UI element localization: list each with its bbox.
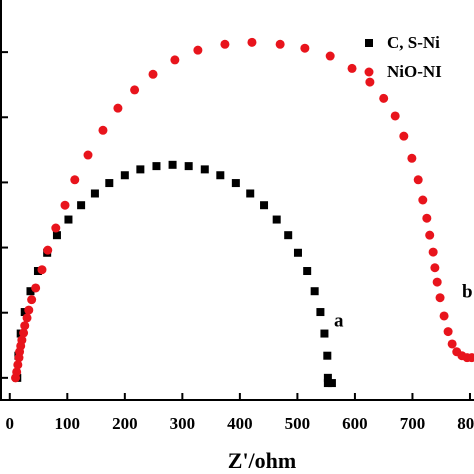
point [83, 150, 93, 160]
point [37, 265, 47, 275]
point [12, 367, 22, 377]
x-tick-label: 0 [6, 414, 15, 433]
point [323, 379, 332, 388]
point [231, 179, 240, 188]
x-tick-label: 800 [457, 414, 474, 433]
x-tick-label: 600 [342, 414, 368, 433]
point [407, 153, 417, 163]
point [152, 162, 161, 171]
x-tick-label: 200 [112, 414, 138, 433]
legend-label: NiO-NI [387, 62, 442, 81]
x-axis-label: Z'/ohm [228, 448, 296, 473]
point [17, 335, 27, 345]
point [105, 179, 114, 188]
point [193, 45, 203, 55]
point [64, 215, 73, 224]
x-tick-label: 100 [55, 414, 81, 433]
legend-marker [364, 67, 374, 77]
point [168, 160, 177, 169]
point [390, 111, 400, 121]
point [272, 215, 281, 224]
point [293, 248, 302, 257]
point [120, 171, 129, 180]
point [379, 93, 389, 103]
point [323, 373, 332, 382]
point [130, 85, 140, 95]
point [425, 230, 435, 240]
point [284, 231, 293, 240]
point [447, 339, 457, 349]
point [52, 231, 61, 240]
point [323, 351, 332, 360]
point [98, 125, 108, 135]
point [22, 313, 32, 323]
point [310, 287, 319, 296]
x-tick-label: 700 [400, 414, 426, 433]
point [325, 51, 335, 61]
legend-marker [365, 39, 373, 47]
point [467, 353, 474, 363]
point [432, 277, 442, 287]
point [428, 247, 438, 257]
point [443, 327, 453, 337]
point [136, 165, 145, 174]
point [327, 379, 336, 388]
x-tick-label: 400 [227, 414, 253, 433]
point [399, 131, 409, 141]
point [148, 69, 158, 79]
point [19, 328, 29, 338]
point [20, 321, 30, 331]
point [260, 201, 269, 210]
point [316, 308, 325, 317]
point [51, 223, 61, 233]
point [365, 77, 375, 87]
point [31, 283, 41, 293]
point [13, 360, 23, 370]
point [90, 189, 99, 198]
point [430, 263, 440, 273]
point [200, 165, 209, 174]
point [43, 245, 53, 255]
point [220, 39, 230, 49]
point [216, 171, 225, 180]
point [246, 189, 255, 198]
legend-label: C, S-Ni [387, 33, 440, 52]
point [422, 213, 432, 223]
point [347, 63, 357, 73]
point [113, 103, 123, 113]
point [60, 200, 70, 210]
point [303, 267, 312, 276]
point [24, 305, 34, 315]
point [247, 37, 257, 47]
point [170, 55, 180, 65]
point [320, 329, 329, 338]
point [275, 39, 285, 49]
x-tick-label: 500 [285, 414, 311, 433]
annotation: a [334, 310, 344, 331]
x-tick-label: 300 [170, 414, 196, 433]
point [300, 43, 310, 53]
point [27, 295, 37, 305]
annotation: b [462, 281, 473, 302]
point [418, 195, 428, 205]
point [70, 175, 80, 185]
point [26, 287, 35, 296]
point [435, 293, 445, 303]
point [184, 162, 193, 171]
point [413, 175, 423, 185]
point [439, 311, 449, 321]
point [77, 201, 86, 210]
